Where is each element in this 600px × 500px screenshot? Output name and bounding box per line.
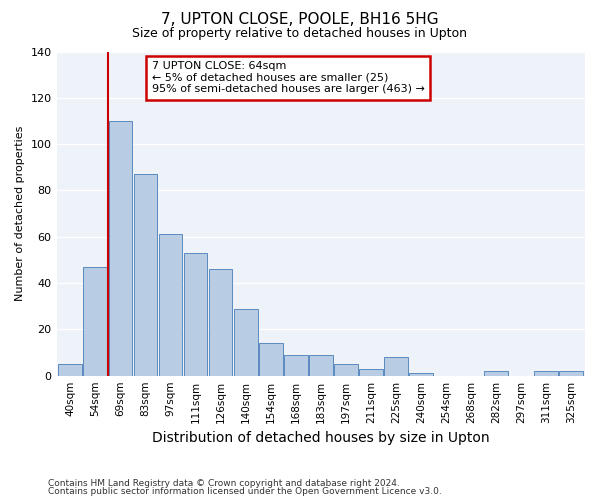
Bar [259,344,283,376]
Bar [209,269,232,376]
Bar [484,371,508,376]
Bar [234,308,257,376]
Bar [158,234,182,376]
Text: 7, UPTON CLOSE, POOLE, BH16 5HG: 7, UPTON CLOSE, POOLE, BH16 5HG [161,12,439,28]
Text: Contains HM Land Registry data © Crown copyright and database right 2024.: Contains HM Land Registry data © Crown c… [48,478,400,488]
Bar [58,364,82,376]
Bar [334,364,358,376]
Bar [534,371,558,376]
Text: Contains public sector information licensed under the Open Government Licence v3: Contains public sector information licen… [48,487,442,496]
Bar [409,374,433,376]
Y-axis label: Number of detached properties: Number of detached properties [15,126,25,302]
Text: Size of property relative to detached houses in Upton: Size of property relative to detached ho… [133,28,467,40]
Bar [109,121,133,376]
Bar [309,355,332,376]
Bar [284,355,308,376]
Bar [359,368,383,376]
Text: 7 UPTON CLOSE: 64sqm
← 5% of detached houses are smaller (25)
95% of semi-detach: 7 UPTON CLOSE: 64sqm ← 5% of detached ho… [152,61,425,94]
Bar [83,267,107,376]
Bar [134,174,157,376]
Bar [184,253,208,376]
Bar [384,357,408,376]
X-axis label: Distribution of detached houses by size in Upton: Distribution of detached houses by size … [152,431,490,445]
Bar [559,371,583,376]
